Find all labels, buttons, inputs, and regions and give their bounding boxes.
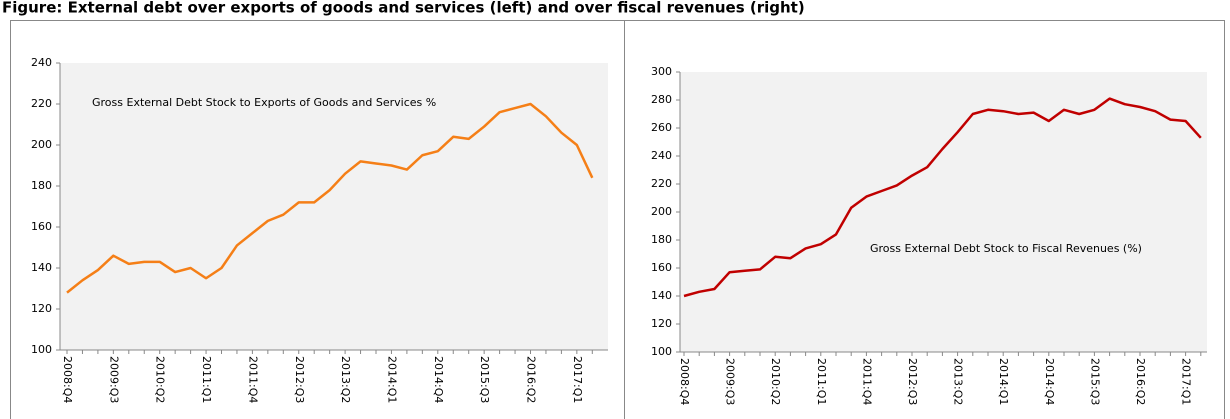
x-tick-label: 2015:Q3 — [1088, 358, 1101, 405]
x-tick-label: 2014:Q1 — [997, 358, 1010, 405]
y-tick-label: 160 — [651, 261, 672, 274]
x-tick-label: 2017:Q1 — [1180, 358, 1193, 405]
x-tick-label: 2014:Q4 — [1043, 358, 1056, 405]
line-series — [683, 97, 1202, 298]
annotation: Gross External Debt Stock to Exports of … — [92, 96, 436, 109]
x-tick-label: 2013:Q2 — [339, 356, 352, 403]
line-series — [66, 102, 594, 294]
y-tick-label: 160 — [31, 220, 52, 233]
y-tick-label: 300 — [651, 65, 672, 78]
y-tick-label: 140 — [31, 261, 52, 274]
x-tick-label: 2014:Q4 — [432, 356, 445, 403]
x-tick-label: 2013:Q2 — [952, 358, 965, 405]
y-tick-label: 280 — [651, 93, 672, 106]
y-tick-label: 140 — [651, 289, 672, 302]
y-tick-label: 120 — [651, 317, 672, 330]
y-tick-label: 200 — [31, 138, 52, 151]
right-panel-border — [624, 20, 1225, 419]
annotation: Gross External Debt Stock to Fiscal Reve… — [870, 242, 1142, 255]
x-tick-label: 2017:Q1 — [571, 356, 584, 403]
x-tick-label: 2009:Q3 — [107, 356, 120, 403]
x-tick-label: 2016:Q2 — [1134, 358, 1147, 405]
x-tick-label: 2012:Q3 — [906, 358, 919, 405]
x-tick-label: 2012:Q3 — [293, 356, 306, 403]
x-tick-label: 2009:Q3 — [724, 358, 737, 405]
x-tick-label: 2014:Q1 — [385, 356, 398, 403]
y-tick-label: 180 — [31, 179, 52, 192]
x-tick-label: 2015:Q3 — [478, 356, 491, 403]
x-tick-label: 2011:Q1 — [815, 358, 828, 405]
y-tick-label: 100 — [31, 343, 52, 356]
y-tick-label: 240 — [31, 56, 52, 69]
y-tick-label: 120 — [31, 302, 52, 315]
plot-area — [680, 72, 1207, 352]
figure-title: Figure: External debt over exports of go… — [2, 0, 805, 17]
x-tick-label: 2011:Q4 — [246, 356, 259, 403]
x-tick-label: 2008:Q4 — [678, 358, 691, 405]
plot-area — [60, 63, 608, 350]
x-tick-label: 2011:Q1 — [200, 356, 213, 403]
y-tick-label: 220 — [31, 97, 52, 110]
x-tick-label: 2011:Q4 — [860, 358, 873, 405]
y-tick-label: 180 — [651, 233, 672, 246]
x-tick-label: 2016:Q2 — [525, 356, 538, 403]
x-tick-label: 2010:Q2 — [769, 358, 782, 405]
y-tick-label: 260 — [651, 121, 672, 134]
x-tick-label: 2010:Q2 — [154, 356, 167, 403]
x-tick-label: 2008:Q4 — [61, 356, 74, 403]
y-tick-label: 200 — [651, 205, 672, 218]
y-tick-label: 220 — [651, 177, 672, 190]
y-tick-label: 240 — [651, 149, 672, 162]
y-tick-label: 100 — [651, 345, 672, 358]
